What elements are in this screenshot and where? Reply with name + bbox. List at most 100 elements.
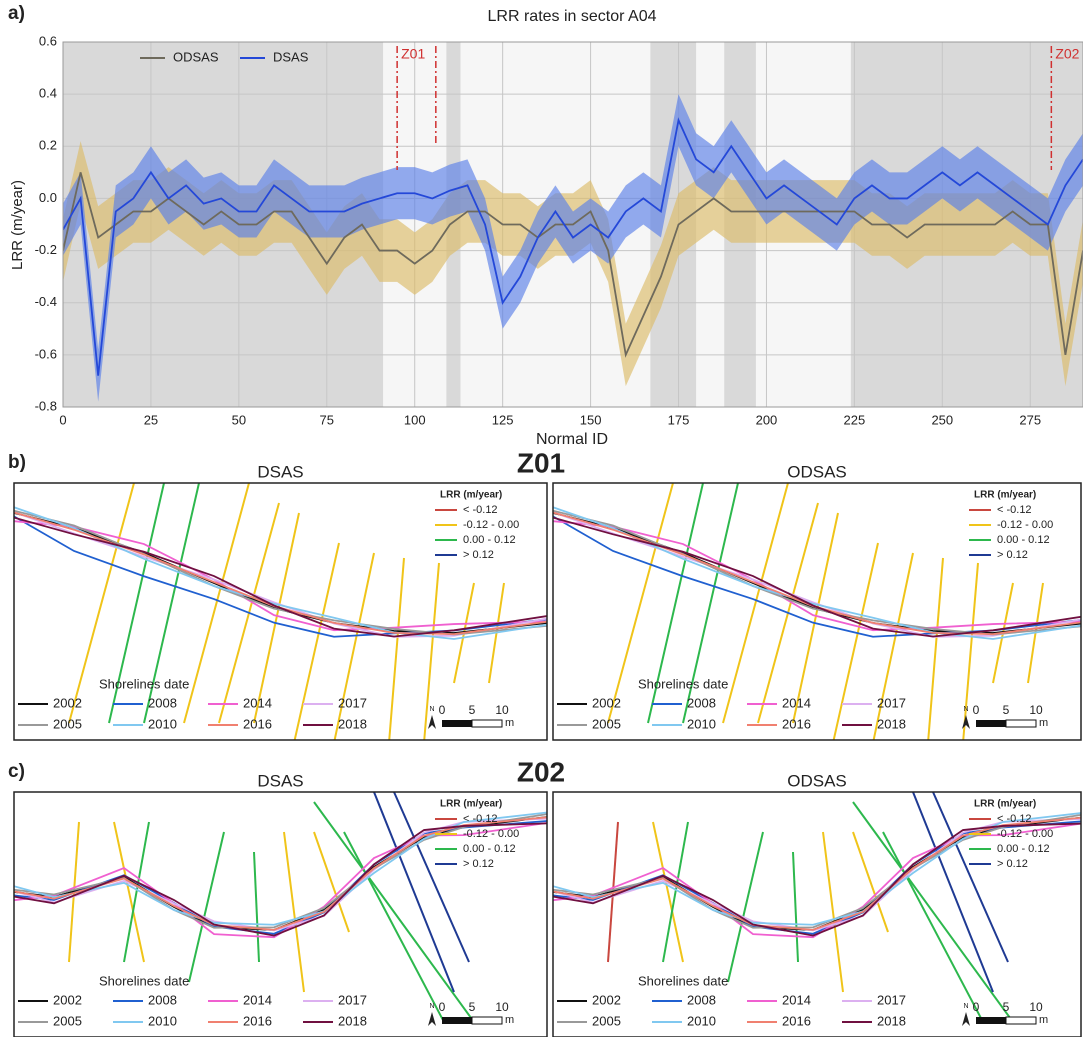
shoreline (14, 515, 547, 638)
legend-label: -0.12 - 0.00 (463, 519, 519, 531)
transect (872, 552, 914, 740)
legend-label: 2008 (687, 992, 716, 1007)
shoreline (14, 520, 547, 632)
legend-label: > 0.12 (463, 549, 494, 561)
scale-label: 10 (1029, 703, 1043, 717)
transect (682, 483, 739, 724)
legend-label: 2014 (782, 695, 811, 710)
legend-label: 2002 (53, 695, 82, 710)
transect (283, 831, 305, 993)
legend-label: 2005 (592, 716, 621, 731)
scale-bar (976, 1017, 1006, 1024)
y-tick-label: -0.4 (35, 294, 57, 309)
panel-label: a) (8, 3, 25, 24)
transect (68, 483, 135, 724)
transect (832, 542, 879, 740)
y-tick-label: -0.2 (35, 242, 57, 257)
shoreline (553, 813, 1081, 929)
transect (932, 792, 1009, 963)
map-frame (13, 482, 548, 741)
shoreline (14, 516, 547, 638)
transect (373, 792, 455, 993)
legend-label: 2018 (877, 1013, 906, 1028)
x-tick-label: 25 (144, 412, 158, 427)
transect (423, 562, 440, 740)
transect (962, 562, 979, 740)
x-tick-label: 250 (931, 412, 953, 427)
transect (652, 821, 684, 963)
transect (727, 831, 764, 983)
x-tick-label: 50 (232, 412, 246, 427)
scale-label: 0 (439, 703, 446, 717)
zone-label: Z02 (1055, 46, 1079, 62)
scale-label: 0 (973, 703, 980, 717)
map-title: DSAS (257, 771, 303, 790)
scale-bar (1005, 719, 1037, 728)
legend-label: 2017 (338, 992, 367, 1007)
transect (253, 512, 300, 724)
north-label: N (963, 1003, 968, 1010)
transect (313, 801, 475, 1023)
scale-label: 10 (1029, 1000, 1043, 1014)
series-line (63, 117, 1083, 376)
shoreline (14, 822, 547, 937)
zone-title: Z02 (517, 756, 565, 787)
legend-label: 0.00 - 0.12 (997, 534, 1050, 546)
legend-label: -0.12 - 0.00 (997, 828, 1053, 840)
legend-label: 2016 (782, 1013, 811, 1028)
scale-bar (976, 720, 1006, 727)
map-background (14, 483, 547, 740)
transect (108, 483, 165, 724)
legend-label: > 0.12 (997, 549, 1028, 561)
map: LRR (m/year) < -0.12 -0.12 - 0.00 0.00 - 0.… (14, 792, 547, 1037)
y-tick-label: 0.4 (39, 86, 57, 101)
legend-label: 2016 (782, 716, 811, 731)
map-background (14, 792, 547, 1037)
north-arrow (428, 715, 436, 729)
map-title: DSAS (257, 462, 303, 481)
legend-label: 0.00 - 0.12 (997, 843, 1050, 855)
map: LRR (m/year) < -0.12 -0.12 - 0.00 0.00 - 0.… (553, 483, 1081, 740)
y-axis-label: LRR (m/year) (9, 180, 26, 270)
x-tick-label: 75 (320, 412, 334, 427)
legend-title: Shorelines date (99, 676, 189, 691)
north-label: N (429, 706, 434, 713)
legend-label: > 0.12 (463, 858, 494, 870)
transect (882, 831, 984, 1023)
legend-label: 2005 (592, 1013, 621, 1028)
legend-title: Shorelines date (99, 973, 189, 988)
shoreline (553, 515, 1081, 638)
legend-label: 2017 (877, 992, 906, 1007)
legend-label: 0.00 - 0.12 (463, 534, 516, 546)
legend-label: 2018 (877, 716, 906, 731)
transect (662, 821, 689, 963)
legend-label: < -0.12 (997, 813, 1032, 825)
legend-label: 2017 (877, 695, 906, 710)
legend-label: -0.12 - 0.00 (463, 828, 519, 840)
legend-label: 2002 (53, 992, 82, 1007)
transect (188, 831, 225, 983)
scale-label: 5 (1003, 703, 1010, 717)
map-title: ODSAS (787, 771, 847, 790)
transect (143, 483, 200, 724)
transect (792, 851, 799, 963)
scale-label: 10 (495, 703, 509, 717)
scale-bar (1005, 1016, 1037, 1025)
transect (253, 851, 260, 963)
transect (927, 557, 944, 740)
legend-label: 2016 (243, 1013, 272, 1028)
x-tick-label: 275 (1019, 412, 1041, 427)
legend-label: 2005 (53, 1013, 82, 1028)
north-arrow (962, 1012, 970, 1026)
legend-label: > 0.12 (997, 858, 1028, 870)
north-label: N (429, 1003, 434, 1010)
transect (393, 792, 470, 963)
legend-title: Shorelines date (638, 973, 728, 988)
map: LRR (m/year) < -0.12 -0.12 - 0.00 0.00 - 0.… (553, 792, 1081, 1037)
scale-label: 5 (1003, 1000, 1010, 1014)
scale-bar (442, 720, 472, 727)
x-tick-label: 200 (756, 412, 778, 427)
legend-label: 2014 (782, 992, 811, 1007)
x-tick-label: 0 (59, 412, 66, 427)
